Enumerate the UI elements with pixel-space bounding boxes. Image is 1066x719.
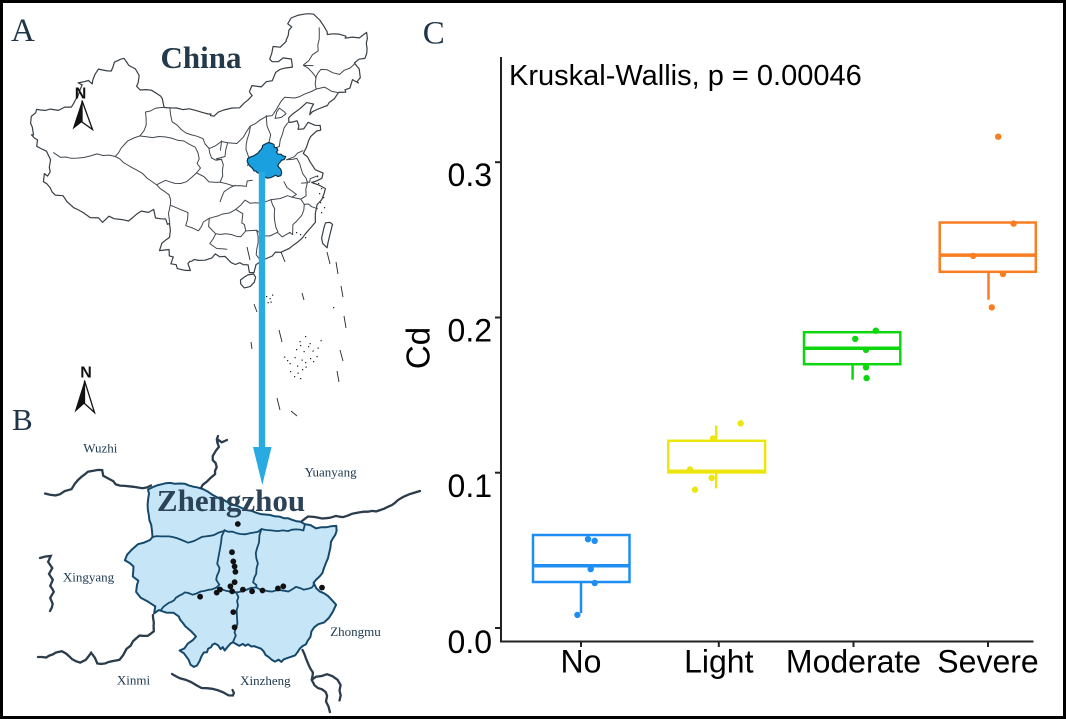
svg-text:Cd: Cd xyxy=(400,327,437,369)
svg-text:Zhongmu: Zhongmu xyxy=(330,624,381,639)
svg-text:Xinmi: Xinmi xyxy=(117,673,151,688)
svg-text:Light: Light xyxy=(684,644,754,680)
svg-text:0.0: 0.0 xyxy=(448,624,492,660)
svg-text:Severe: Severe xyxy=(937,644,1038,680)
svg-text:Wuzhi: Wuzhi xyxy=(83,441,118,456)
svg-text:China: China xyxy=(161,40,242,75)
svg-text:C: C xyxy=(423,16,445,52)
svg-text:Zhengzhou: Zhengzhou xyxy=(157,483,305,518)
svg-text:Yuanyang: Yuanyang xyxy=(305,465,357,480)
svg-text:Kruskal-Wallis, p = 0.00046: Kruskal-Wallis, p = 0.00046 xyxy=(509,60,862,92)
svg-text:0.3: 0.3 xyxy=(448,157,492,193)
svg-text:No: No xyxy=(561,644,602,680)
svg-text:Xingyang: Xingyang xyxy=(63,570,115,585)
svg-text:A: A xyxy=(11,13,35,49)
svg-text:N: N xyxy=(75,86,87,103)
svg-text:Moderate: Moderate xyxy=(786,644,921,680)
svg-text:0.2: 0.2 xyxy=(448,313,492,349)
svg-text:0.1: 0.1 xyxy=(448,468,492,504)
svg-text:Xinzheng: Xinzheng xyxy=(240,673,291,688)
svg-text:N: N xyxy=(80,365,92,382)
svg-text:B: B xyxy=(12,402,33,437)
